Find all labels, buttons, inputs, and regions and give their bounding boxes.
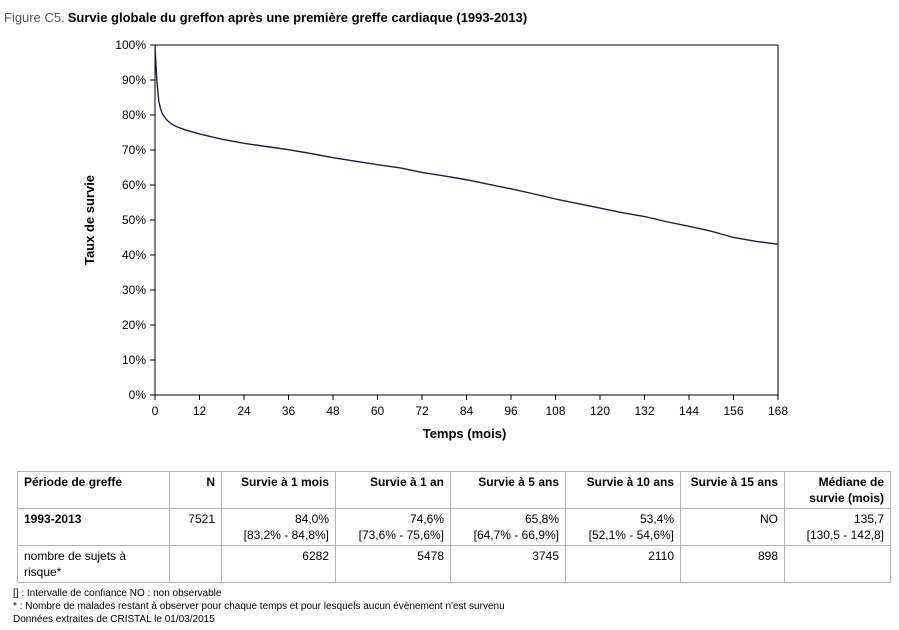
x-tick-label: 132 [634, 404, 654, 418]
x-tick-label: 156 [723, 404, 743, 418]
header-n: N [169, 471, 222, 509]
y-tick-label: 10% [122, 353, 146, 367]
figure-title: Figure C5. Survie globale du greffon aprè… [4, 10, 527, 25]
cell-risk-10-ans: 2110 [565, 545, 681, 583]
row-risk-label: nombre de sujets à risque* [17, 545, 170, 583]
x-tick-label: 84 [460, 404, 474, 418]
header-mediane: Médiane de survie (mois) [784, 471, 891, 509]
table-row: nombre de sujets à risque* 6282 5478 374… [17, 545, 891, 583]
cell-risk-1-mois: 6282 [221, 545, 336, 583]
cell-risk-mediane [784, 545, 891, 583]
x-tick-label: 108 [545, 404, 565, 418]
header-survie-1-an: Survie à 1 an [335, 471, 451, 509]
footnote-legend: [] : Intervalle de confiance NO : non ob… [13, 588, 222, 599]
x-tick-label: 60 [371, 404, 385, 418]
y-tick-label: 0% [129, 388, 147, 402]
cell-risk-15-ans: 898 [680, 545, 785, 583]
cell-survie-1-mois: 84,0% [83,2% - 84,8%] [221, 508, 336, 546]
x-tick-label: 72 [415, 404, 429, 418]
y-tick-label: 40% [122, 248, 146, 262]
table-header-row: Période de greffe N Survie à 1 mois Surv… [17, 471, 891, 509]
cell-survie-5-ans: 65,8% [64,7% - 66,9%] [450, 508, 566, 546]
header-survie-15-ans: Survie à 15 ans [680, 471, 785, 509]
cell-survie-10-ans: 53,4% [52,1% - 54,6%] [565, 508, 681, 546]
y-tick-label: 50% [122, 213, 146, 227]
row-period-label: 1993-2013 [17, 508, 170, 546]
cell-risk-1-an: 5478 [335, 545, 451, 583]
footnote-source: Données extraites de CRISTAL le 01/03/20… [13, 614, 215, 625]
cell-mediane: 135,7 [130,5 - 142,8] [784, 508, 891, 546]
x-tick-label: 0 [152, 404, 159, 418]
x-tick-label: 24 [237, 404, 251, 418]
figure-label: Figure C5. [4, 10, 65, 25]
header-survie-5-ans: Survie à 5 ans [450, 471, 566, 509]
header-survie-10-ans: Survie à 10 ans [565, 471, 681, 509]
x-tick-label: 36 [282, 404, 296, 418]
y-tick-label: 80% [122, 108, 146, 122]
survival-table: Période de greffe N Survie à 1 mois Surv… [17, 471, 891, 583]
y-tick-label: 70% [122, 143, 146, 157]
y-tick-label: 90% [122, 73, 146, 87]
figure-title-text: Survie globale du greffon après une prem… [67, 10, 528, 25]
x-tick-label: 144 [679, 404, 699, 418]
y-tick-label: 20% [122, 318, 146, 332]
cell-survie-15-ans: NO [680, 508, 785, 546]
header-periode: Période de greffe [17, 471, 170, 509]
x-tick-label: 96 [504, 404, 518, 418]
header-survie-1-mois: Survie à 1 mois [221, 471, 336, 509]
y-tick-label: 60% [122, 178, 146, 192]
x-axis-title: Temps (mois) [423, 426, 507, 441]
plot-frame [154, 44, 779, 396]
y-axis-title: Taux de survie [82, 175, 97, 265]
survival-chart: 0% 10% 20% 30% 40% 50% 60% 70% 80% 90% 100% 0 12 24 36… [82, 38, 788, 441]
x-tick-label: 48 [326, 404, 340, 418]
cell-n: 7521 [169, 508, 222, 546]
y-tick-label: 30% [122, 283, 146, 297]
x-tick-label: 168 [768, 404, 788, 418]
x-tick-label: 12 [193, 404, 207, 418]
y-tick-label: 100% [115, 38, 146, 52]
cell-risk-5-ans: 3745 [450, 545, 566, 583]
footnotes: [] : Intervalle de confiance NO : non ob… [13, 587, 505, 626]
cell-survie-1-an: 74,6% [73,6% - 75,6%] [335, 508, 451, 546]
footnote-risk: * : Nombre de malades restant à observer… [13, 601, 505, 612]
x-tick-label: 120 [590, 404, 610, 418]
survival-curve [154, 44, 779, 245]
cell-n-risk [169, 545, 222, 583]
table-row: 1993-2013 7521 84,0% [83,2% - 84,8%] 74,… [17, 508, 891, 546]
